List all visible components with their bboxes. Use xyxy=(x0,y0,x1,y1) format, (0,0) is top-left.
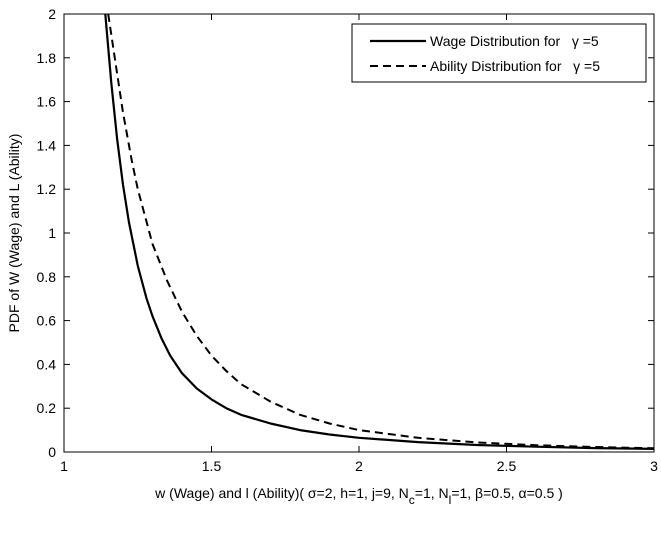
ability-distribution-line xyxy=(107,13,655,450)
y-tick-label: 0.8 xyxy=(37,269,57,285)
y-tick-label: 1 xyxy=(48,225,56,241)
ticks-layer: 1 1.5 2 2.5 3 0 0.2 0.4 0.6 0.8 1 1.2 1.4 1.6 1.8 2 xyxy=(37,6,659,474)
x-axis-label-middle: =1, N xyxy=(415,485,449,501)
legend: Wage Distribution for γ =5 Ability Distr… xyxy=(351,23,647,83)
curves-layer xyxy=(104,13,655,450)
y-tick-label: 1.8 xyxy=(37,50,57,66)
y-tick-label: 1.2 xyxy=(37,181,57,197)
x-tick-label: 2 xyxy=(355,458,363,474)
y-tick-label: 2 xyxy=(48,6,56,22)
plot-area xyxy=(64,14,654,452)
x-tick-label: 3 xyxy=(650,458,658,474)
x-axis-label-end: =1, β=0.5, α=0.5 ) xyxy=(451,485,563,501)
x-tick-label: 1 xyxy=(60,458,68,474)
y-tick-label: 0.6 xyxy=(37,313,57,329)
x-tick-label: 2.5 xyxy=(497,458,517,474)
y-tick-label: 1.4 xyxy=(37,137,57,153)
y-tick-label: 0 xyxy=(48,444,56,460)
x-axis-label-subscript-c: c xyxy=(409,493,415,507)
y-axis-label: PDF of W (Wage) and L (Ability) xyxy=(6,134,22,333)
wage-distribution-line xyxy=(104,13,655,450)
legend-label-ability: Ability Distribution for γ =5 xyxy=(430,58,600,74)
legend-label-wage: Wage Distribution for γ =5 xyxy=(430,33,599,49)
legend-box xyxy=(351,23,647,83)
y-tick-label: 0.4 xyxy=(37,356,57,372)
y-tick-label: 1.6 xyxy=(37,94,57,110)
x-tick-label: 1.5 xyxy=(202,458,222,474)
x-axis-label-subscript-l: l xyxy=(449,493,452,507)
x-axis-label-main: w (Wage) and l (Ability)( σ=2, h=1, j=9,… xyxy=(154,485,409,501)
x-axis-label: w (Wage) and l (Ability)( σ=2, h=1, j=9,… xyxy=(154,485,563,507)
y-tick-label: 0.2 xyxy=(37,400,57,416)
